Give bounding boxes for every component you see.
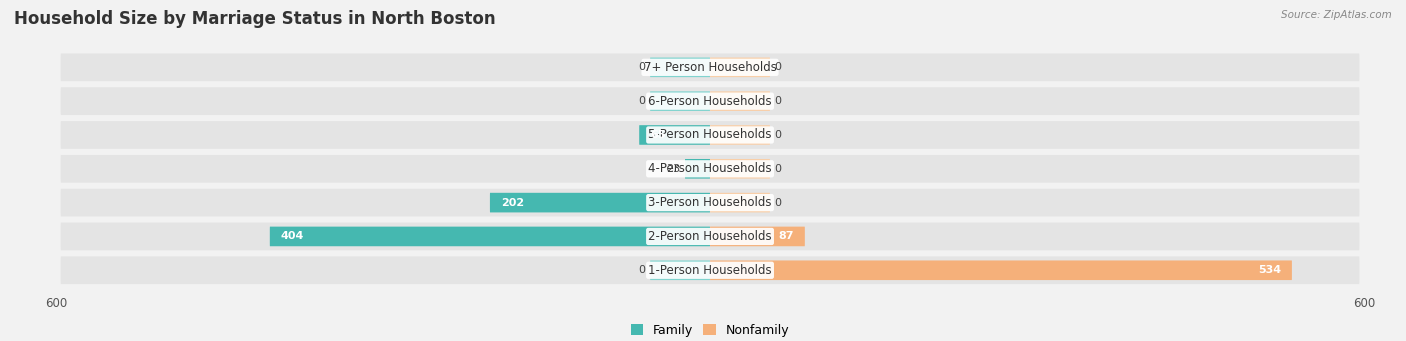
- Text: 1-Person Households: 1-Person Households: [648, 264, 772, 277]
- FancyBboxPatch shape: [60, 223, 1360, 250]
- FancyBboxPatch shape: [710, 193, 770, 212]
- FancyBboxPatch shape: [650, 261, 710, 280]
- FancyBboxPatch shape: [640, 125, 710, 145]
- Text: 0: 0: [775, 164, 782, 174]
- Text: 4-Person Households: 4-Person Households: [648, 162, 772, 175]
- Text: 404: 404: [281, 232, 304, 241]
- Text: 2-Person Households: 2-Person Households: [648, 230, 772, 243]
- FancyBboxPatch shape: [710, 227, 804, 246]
- Text: 0: 0: [775, 62, 782, 72]
- Text: 65: 65: [650, 130, 665, 140]
- Text: 3-Person Households: 3-Person Households: [648, 196, 772, 209]
- FancyBboxPatch shape: [685, 159, 710, 179]
- Text: 6-Person Households: 6-Person Households: [648, 95, 772, 108]
- FancyBboxPatch shape: [489, 193, 710, 212]
- FancyBboxPatch shape: [60, 189, 1360, 217]
- FancyBboxPatch shape: [650, 58, 710, 77]
- FancyBboxPatch shape: [60, 155, 1360, 183]
- Text: 0: 0: [775, 198, 782, 208]
- Text: 87: 87: [779, 232, 794, 241]
- FancyBboxPatch shape: [710, 58, 770, 77]
- FancyBboxPatch shape: [60, 121, 1360, 149]
- FancyBboxPatch shape: [60, 54, 1360, 81]
- Text: 0: 0: [775, 96, 782, 106]
- Text: 23: 23: [666, 164, 681, 174]
- FancyBboxPatch shape: [710, 125, 770, 145]
- Text: 0: 0: [638, 265, 645, 275]
- FancyBboxPatch shape: [60, 87, 1360, 115]
- Legend: Family, Nonfamily: Family, Nonfamily: [626, 319, 794, 341]
- Text: Household Size by Marriage Status in North Boston: Household Size by Marriage Status in Nor…: [14, 10, 496, 28]
- Text: 5-Person Households: 5-Person Households: [648, 129, 772, 142]
- Text: 0: 0: [775, 130, 782, 140]
- Text: 534: 534: [1258, 265, 1281, 275]
- Text: 7+ Person Households: 7+ Person Households: [644, 61, 776, 74]
- Text: 0: 0: [638, 96, 645, 106]
- Text: 0: 0: [638, 62, 645, 72]
- FancyBboxPatch shape: [650, 91, 710, 111]
- Text: 202: 202: [501, 198, 524, 208]
- FancyBboxPatch shape: [270, 227, 710, 246]
- FancyBboxPatch shape: [710, 91, 770, 111]
- FancyBboxPatch shape: [710, 261, 1292, 280]
- FancyBboxPatch shape: [60, 256, 1360, 284]
- Text: Source: ZipAtlas.com: Source: ZipAtlas.com: [1281, 10, 1392, 20]
- FancyBboxPatch shape: [710, 159, 770, 179]
